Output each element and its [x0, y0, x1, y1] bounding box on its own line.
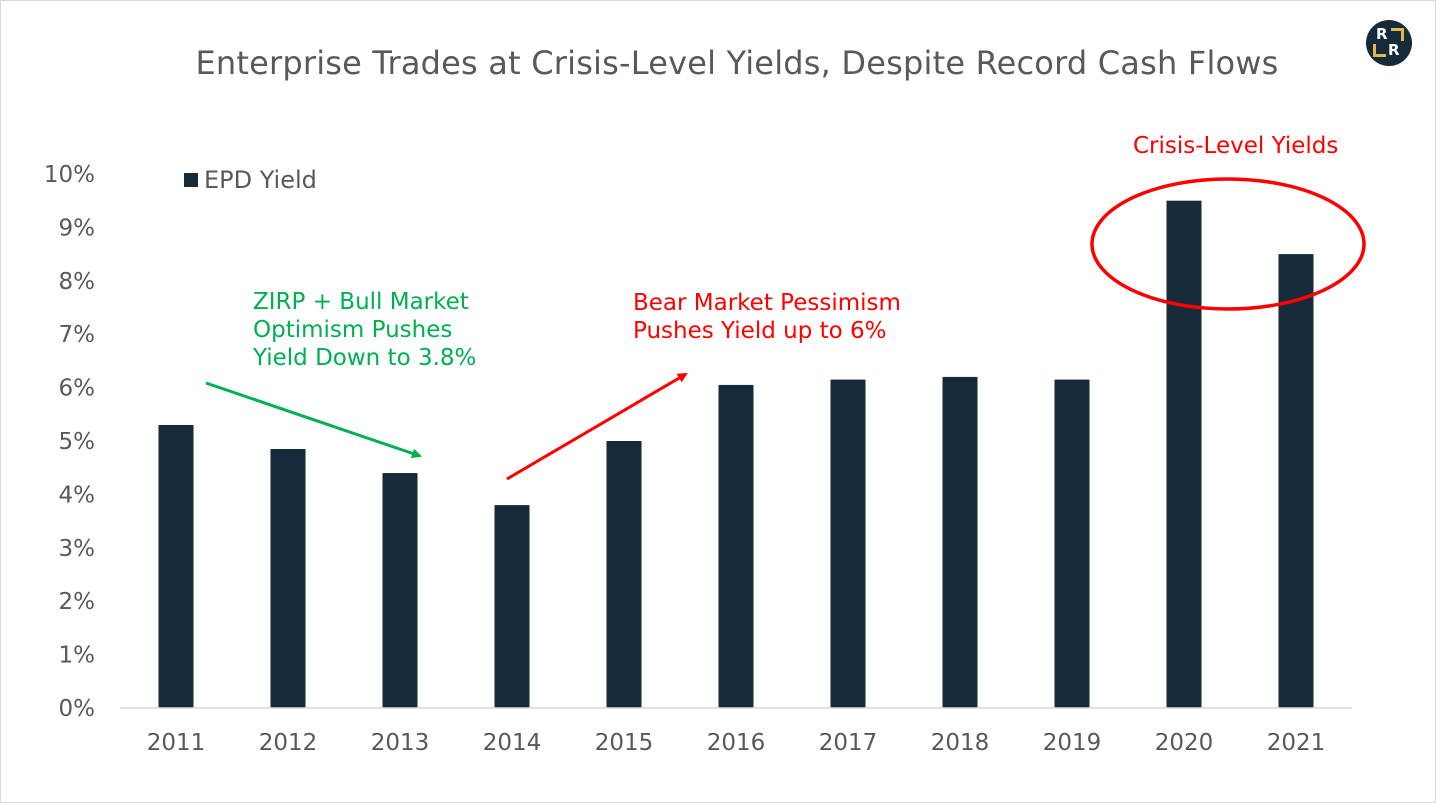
y-tick-label: 4% — [59, 482, 96, 508]
green-arrow — [205, 381, 422, 459]
y-tick-label: 10% — [44, 162, 95, 188]
x-tick-label: 2019 — [1043, 730, 1102, 756]
x-tick-label: 2013 — [371, 730, 430, 756]
red-arrow — [506, 372, 688, 481]
y-tick-label: 2% — [59, 589, 96, 615]
x-tick-label: 2021 — [1267, 730, 1326, 756]
bar-2013 — [382, 473, 418, 708]
bar-2012 — [270, 449, 306, 708]
bar-2017 — [830, 379, 866, 708]
y-tick-label: 9% — [59, 215, 96, 241]
y-tick-label: 6% — [59, 376, 96, 402]
y-tick-label: 1% — [59, 643, 96, 669]
crisis-circle — [1090, 177, 1366, 311]
brand-logo: R R — [1366, 20, 1412, 66]
chart-title: Enterprise Trades at Crisis-Level Yields… — [195, 44, 1279, 82]
x-tick-label: 2017 — [819, 730, 878, 756]
legend-swatch — [184, 173, 198, 187]
x-tick-label: 2018 — [931, 730, 990, 756]
y-tick-label: 7% — [59, 322, 96, 348]
logo-letter: R — [1388, 41, 1400, 59]
x-tick-label: 2020 — [1155, 730, 1214, 756]
x-tick-label: 2011 — [147, 730, 206, 756]
y-tick-label: 5% — [59, 429, 96, 455]
bar-2016 — [718, 384, 754, 708]
x-tick-label: 2016 — [707, 730, 766, 756]
bar-2015 — [606, 441, 642, 708]
bar-2018 — [942, 376, 978, 708]
bar-2011 — [158, 424, 194, 708]
annotation-crisis: Crisis-Level Yields — [1133, 133, 1339, 159]
legend: EPD Yield — [184, 166, 317, 194]
annotation-zirp: ZIRP + Bull Market Optimism Pushes Yield… — [253, 289, 477, 371]
bar-2021 — [1278, 254, 1314, 708]
y-tick-label: 0% — [59, 696, 96, 722]
x-tick-label: 2014 — [483, 730, 542, 756]
bar-2019 — [1054, 379, 1090, 708]
y-tick-label: 3% — [59, 536, 96, 562]
legend-label: EPD Yield — [204, 166, 317, 194]
annotation-bear-market: Bear Market Pessimism Pushes Yield up to… — [633, 290, 901, 344]
x-tick-label: 2012 — [259, 730, 318, 756]
x-tick-label: 2015 — [595, 730, 654, 756]
bar-2020 — [1166, 200, 1202, 708]
bar-2014 — [494, 505, 530, 708]
logo-letter: R — [1376, 25, 1388, 43]
y-tick-label: 8% — [59, 269, 96, 295]
